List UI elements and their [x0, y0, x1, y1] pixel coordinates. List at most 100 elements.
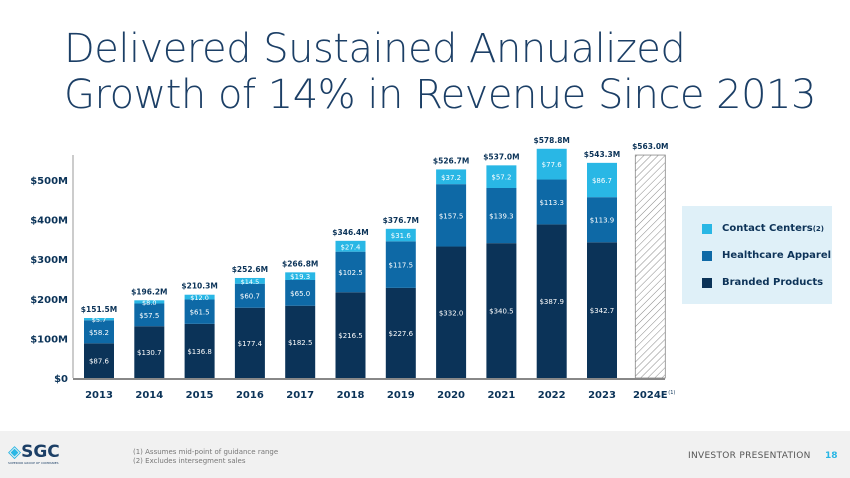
bar-segment: [536, 148, 567, 180]
bar-value-label: $216.5: [338, 332, 363, 340]
bar-segment: [536, 179, 567, 225]
bar-value-label: $58.2: [89, 329, 109, 337]
footnote-2: (2) Excludes intersegment sales: [133, 457, 246, 465]
bar-segment: [285, 279, 316, 306]
x-tick-label: 2017: [286, 390, 314, 401]
x-tick-label: 2013: [85, 390, 113, 401]
bar-value-label: $340.5: [489, 308, 514, 316]
legend-swatch: [702, 223, 712, 234]
total-label: $578.8M: [533, 136, 569, 145]
bar-segment: [134, 303, 165, 327]
legend-label: Contact Centers: [722, 223, 813, 234]
bar-segment: [587, 197, 617, 243]
y-tick-label: $300M: [30, 255, 68, 266]
bar-segment: [184, 299, 215, 324]
bar-segment: [385, 228, 416, 242]
legend-sup: (2): [812, 224, 825, 233]
total-label: $526.7M: [433, 156, 469, 165]
legend-item-contact-centers: Contact Centers (2): [702, 223, 824, 234]
legend-item-branded-products: Branded Products: [702, 277, 823, 288]
x-tick-label: 2018: [337, 390, 365, 401]
bar-value-label: $31.6: [391, 232, 412, 240]
bar-value-label: $57.2: [491, 174, 511, 182]
x-tick-label: 2022: [538, 390, 566, 401]
bar-segment: [436, 169, 467, 185]
page-number: 18: [825, 451, 838, 461]
x-tick-label: 2014: [135, 390, 163, 401]
footer-label: INVESTOR PRESENTATION: [688, 451, 811, 461]
bar-value-label: $19.3: [290, 273, 310, 281]
total-label: $196.2M: [131, 287, 167, 296]
bar-segment: [335, 251, 366, 293]
legend-label: Healthcare Apparel: [722, 250, 832, 261]
total-label: $210.3M: [181, 282, 217, 291]
page-title: Delivered Sustained Annualized Growth of …: [64, 26, 816, 118]
bar-value-label: $102.5: [338, 269, 363, 277]
bar-value-label: $65.0: [290, 290, 310, 298]
bar-value-label: $12.0: [190, 294, 209, 302]
bar-value-label: $27.4: [340, 243, 361, 251]
bar-segment: [285, 272, 316, 280]
bar-value-label: $61.5: [190, 309, 210, 317]
total-label: $252.6M: [232, 265, 268, 274]
x-tick-label: 2019: [387, 390, 415, 401]
bar-segment: [234, 277, 265, 284]
title-line-2: Growth of 14% in Revenue Since 2013: [64, 72, 816, 118]
bar-segment: [385, 287, 416, 378]
total-label: $346.4M: [332, 228, 368, 237]
bar-segment: [486, 165, 517, 188]
y-tick-label: $0: [54, 374, 68, 385]
bar-value-label: $117.5: [389, 262, 414, 270]
total-label: $151.5M: [81, 305, 117, 314]
legend-swatch: [702, 250, 712, 261]
legend-item-healthcare-apparel: Healthcare Apparel: [702, 250, 831, 261]
bar-segment: [84, 343, 114, 378]
logo-text: SGC: [21, 442, 60, 462]
bar-value-label: $113.3: [539, 199, 564, 207]
bar-value-label: $60.7: [240, 293, 260, 301]
bar-value-label: $136.8: [187, 348, 212, 356]
bar-segment: [285, 305, 316, 378]
x-tick-label: 2024E: [633, 390, 668, 401]
footnotes: (1) Assumes mid-point of guidance range …: [133, 448, 278, 466]
y-tick-label: $400M: [30, 216, 68, 227]
footer: ◈SGC SUPERIOR GROUP OF COMPANIES (1) Ass…: [0, 431, 850, 478]
x-tick-superscript: (1): [668, 390, 675, 396]
bar-segment: [587, 162, 617, 198]
y-tick-label: $500M: [30, 176, 68, 187]
x-tick-label: 2021: [487, 390, 515, 401]
bar-segment: [486, 187, 517, 244]
bar-segment: [436, 184, 467, 247]
company-logo: ◈SGC SUPERIOR GROUP OF COMPANIES: [8, 443, 64, 465]
bar-segment: [134, 300, 165, 304]
x-tick-label: 2016: [236, 390, 264, 401]
bar-value-label: $182.5: [288, 339, 313, 347]
bar-segment: [84, 320, 114, 344]
bar-segment: [587, 242, 617, 378]
bar-value-label: $157.5: [439, 212, 464, 220]
bar-segment: [335, 292, 366, 378]
bar-segment: [184, 323, 215, 378]
footnote-1: (1) Assumes mid-point of guidance range: [133, 448, 279, 456]
bar-value-label: $57.5: [139, 312, 159, 320]
bar-forecast: [634, 154, 666, 379]
total-label: $543.3M: [584, 150, 620, 159]
revenue-chart: $0 $100M $200M $300M $400M $500M 2013 $87.6 $58.…: [30, 136, 675, 401]
x-tick-label: 2020: [437, 390, 465, 401]
total-label: $376.7M: [383, 216, 419, 225]
bar-value-label: $227.6: [389, 330, 414, 338]
bar-value-label: $14.5: [241, 278, 260, 286]
bar-segment: [335, 240, 366, 252]
bar-segment: [234, 307, 265, 378]
total-label: $563.0M: [632, 142, 668, 151]
bar-value-label: $113.9: [590, 217, 615, 225]
bar-value-label: $87.6: [89, 358, 110, 366]
legend-label: Branded Products: [722, 277, 824, 288]
logo-subtext: SUPERIOR GROUP OF COMPANIES: [8, 461, 59, 465]
bar-segment: [486, 243, 517, 378]
legend-swatch: [702, 277, 712, 288]
bar-segment: [184, 294, 215, 300]
bar-value-label: $8.0: [142, 299, 156, 307]
bar-value-label: $77.6: [542, 161, 563, 169]
bar-value-label: $177.4: [238, 340, 263, 348]
